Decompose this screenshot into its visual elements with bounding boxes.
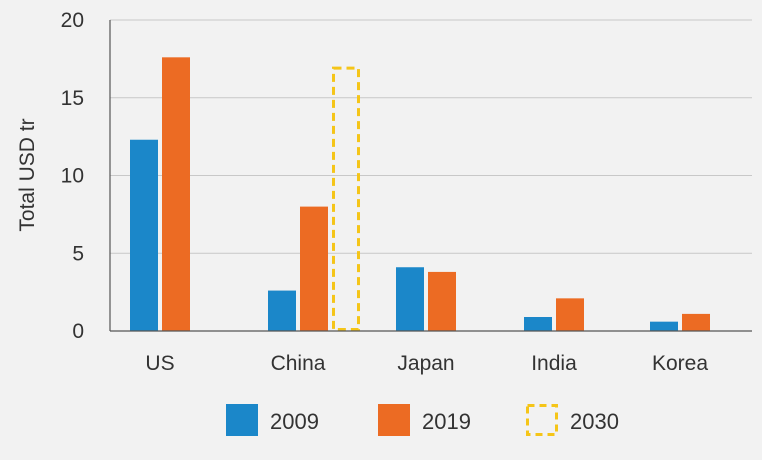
bar-2009-korea bbox=[650, 321, 678, 331]
x-tick-label: Japan bbox=[397, 352, 454, 375]
bar-2019-india bbox=[556, 298, 584, 331]
bar-2019-korea bbox=[682, 313, 710, 331]
bar-2009-india bbox=[524, 317, 552, 331]
y-tick-label: 10 bbox=[61, 165, 84, 188]
bar-2009-japan bbox=[396, 267, 424, 331]
bars bbox=[130, 57, 710, 332]
legend-label-2009: 2009 bbox=[270, 409, 319, 434]
y-tick-label: 20 bbox=[61, 9, 84, 32]
legend-swatch-2019 bbox=[378, 404, 410, 436]
y-tick-label: 15 bbox=[61, 87, 84, 110]
bar-2009-china bbox=[268, 290, 296, 331]
legend: 2009 2019 2030 bbox=[226, 404, 619, 436]
axes bbox=[109, 20, 752, 332]
bar-2030-china bbox=[332, 66, 360, 332]
legend-label-2019: 2019 bbox=[422, 409, 471, 434]
bar-2019-japan bbox=[428, 271, 456, 331]
bar-2009-us bbox=[130, 139, 158, 331]
x-tick-label: Korea bbox=[652, 352, 708, 375]
bar-2019-us bbox=[162, 57, 190, 331]
x-tick-label: US bbox=[145, 352, 174, 375]
gridlines bbox=[110, 19, 752, 254]
x-tick-label: China bbox=[271, 352, 326, 375]
bar-2019-china bbox=[300, 206, 328, 331]
legend-label-2030: 2030 bbox=[570, 409, 619, 434]
legend-swatch-2030 bbox=[526, 404, 558, 436]
y-tick-label: 0 bbox=[72, 320, 84, 343]
y-axis-title: Total USD tr bbox=[16, 118, 39, 231]
x-tick-label: India bbox=[531, 352, 577, 375]
legend-swatch-2009 bbox=[226, 404, 258, 436]
tick-labels: 0 5 10 15 20 US China Japan India Korea bbox=[61, 9, 709, 375]
y-tick-label: 5 bbox=[72, 242, 84, 265]
